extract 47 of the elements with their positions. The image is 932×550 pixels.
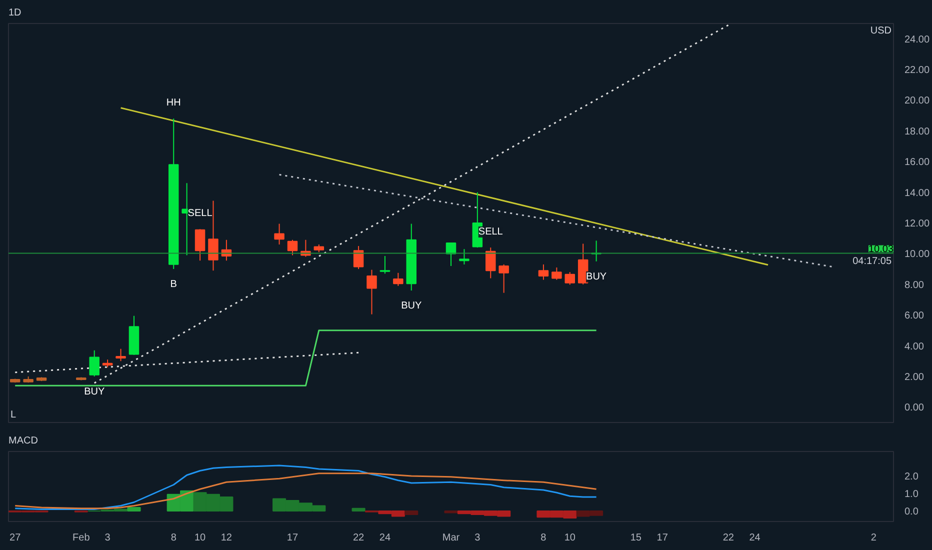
y-tick-label: 24.00 bbox=[904, 34, 930, 46]
x-tick-label: 12 bbox=[220, 532, 232, 544]
x-tick-label: 10 bbox=[194, 532, 206, 544]
x-tick-label: 22 bbox=[722, 532, 734, 544]
x-tick-label: Feb bbox=[72, 532, 90, 544]
y-tick-label: 12.00 bbox=[904, 218, 930, 230]
y-tick-label: 4.00 bbox=[904, 341, 924, 352]
x-tick-label: 15 bbox=[630, 532, 642, 544]
y-tick-label: 0.0 bbox=[904, 506, 919, 518]
y-tick-label: 2.00 bbox=[904, 372, 924, 383]
annotation: 04:17:05 bbox=[852, 256, 892, 268]
annotation: SELL bbox=[478, 226, 504, 238]
y-tick-label: 8.00 bbox=[904, 280, 924, 291]
x-tick-label: 10 bbox=[564, 532, 576, 544]
x-tick-label: 24 bbox=[379, 532, 391, 544]
annotation: HH bbox=[166, 98, 181, 109]
y-tick-label: 20.00 bbox=[904, 96, 930, 107]
annotation: B bbox=[170, 279, 178, 290]
chart-title: 1D bbox=[8, 8, 22, 18]
x-tick-label: 24 bbox=[749, 532, 761, 544]
x-tick-label: 22 bbox=[352, 532, 365, 544]
x-tick-label: 2 bbox=[870, 532, 877, 544]
y-tick-label: 6.00 bbox=[904, 310, 924, 322]
x-tick-label: 8 bbox=[540, 532, 547, 544]
y-tick-label: 22.00 bbox=[904, 65, 930, 76]
y-tick-label: 1.0 bbox=[904, 489, 919, 500]
x-tick-label: 8 bbox=[170, 532, 177, 544]
ref-line-label: 10.03 bbox=[868, 244, 894, 256]
y-tick-label: 0.00 bbox=[904, 402, 924, 414]
chart-title: MACD bbox=[8, 436, 38, 446]
x-tick-label: 17 bbox=[286, 532, 298, 544]
x-tick-label: 3 bbox=[104, 532, 111, 544]
annotation: SELL bbox=[188, 208, 213, 220]
y-tick-label: 14.00 bbox=[904, 188, 930, 199]
x-tick-label: 17 bbox=[656, 532, 668, 544]
annotation: L bbox=[10, 410, 16, 420]
y-tick-label: 18.00 bbox=[904, 126, 930, 138]
y-tick-label: 10.00 bbox=[904, 249, 930, 260]
y-tick-label: 16.00 bbox=[904, 157, 930, 168]
annotation: USD bbox=[870, 26, 892, 36]
annotation: BUY bbox=[586, 271, 607, 282]
x-tick-label: 27 bbox=[10, 532, 22, 544]
annotation: BUY bbox=[84, 386, 105, 398]
annotation: BUY bbox=[401, 300, 422, 312]
x-tick-label: 3 bbox=[474, 532, 481, 544]
y-tick-label: 2.0 bbox=[904, 472, 919, 482]
x-tick-label: Mar bbox=[442, 532, 460, 544]
